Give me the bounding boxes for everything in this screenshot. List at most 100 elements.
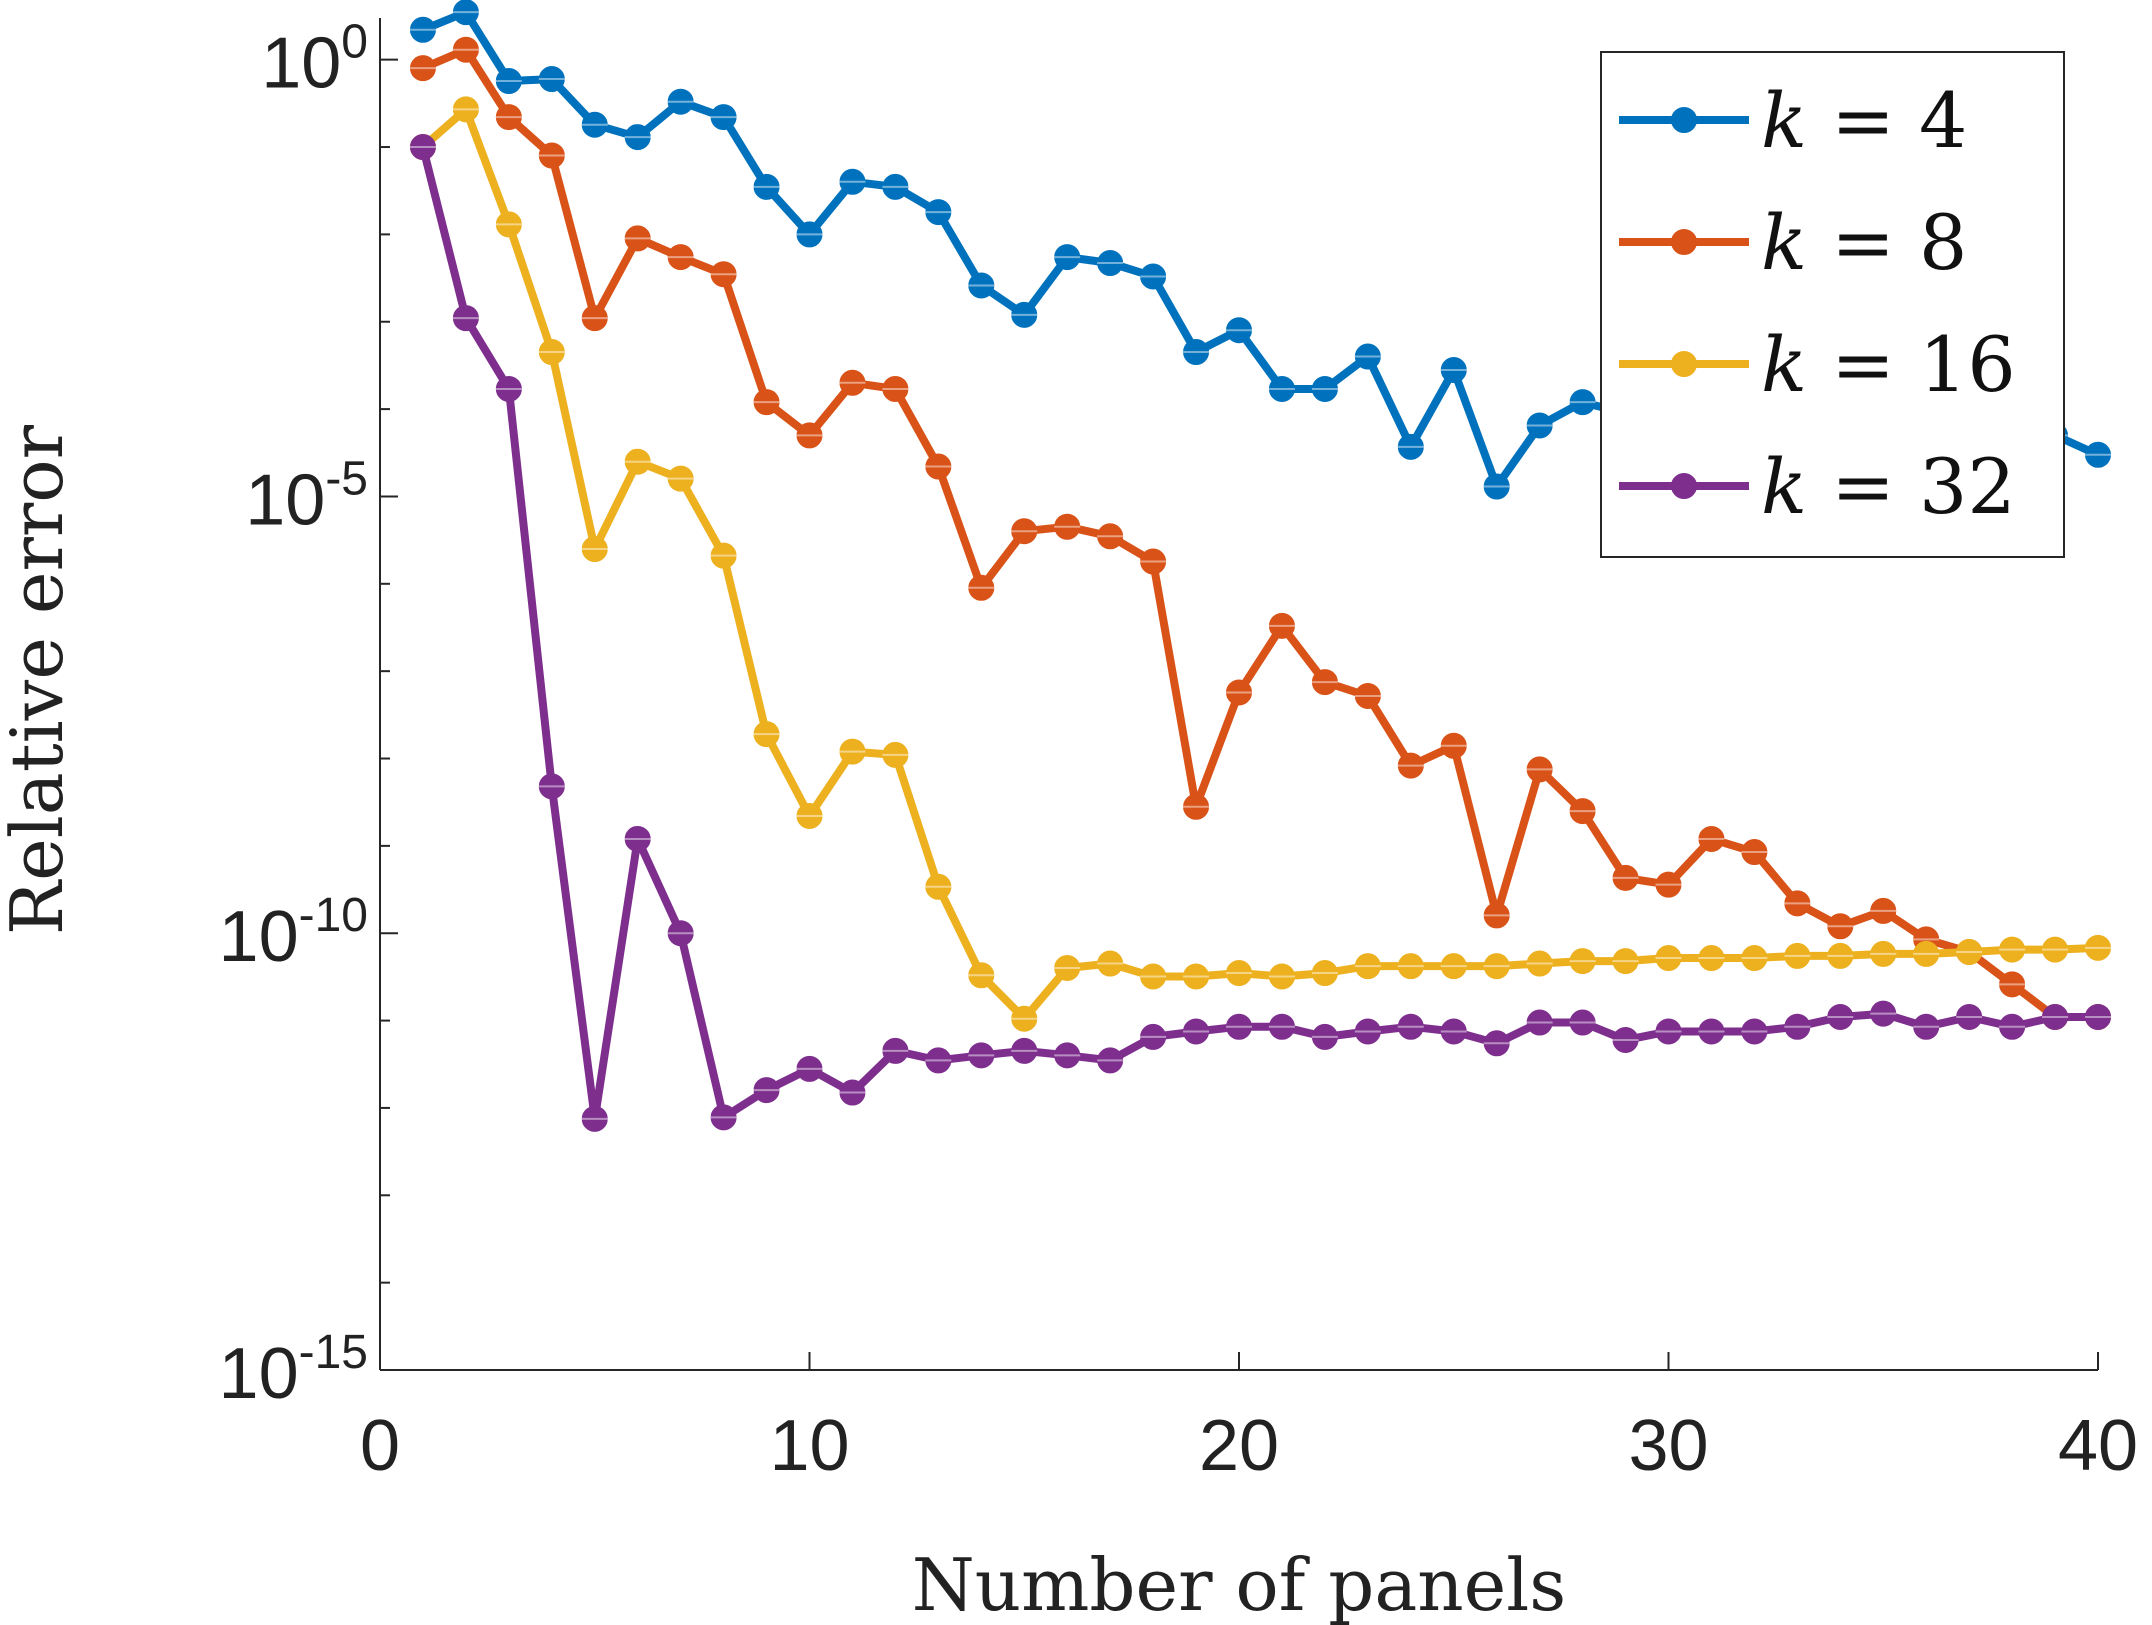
data-point <box>1870 897 1897 924</box>
data-point <box>710 261 737 288</box>
data-point <box>1913 940 1940 967</box>
data-point <box>624 124 651 151</box>
data-point <box>1569 798 1596 825</box>
series-k-16 <box>409 96 2111 1032</box>
axis-labels: Number of panels Relative error <box>0 424 1566 1625</box>
data-point <box>1140 263 1167 290</box>
data-point <box>452 305 479 332</box>
legend-entry: k = 32 <box>1619 442 2016 531</box>
data-point <box>1483 953 1510 980</box>
data-point <box>1913 1013 1940 1040</box>
data-point <box>1311 669 1338 696</box>
data-point <box>624 225 651 252</box>
data-point <box>667 244 694 271</box>
data-point <box>839 738 866 765</box>
legend-box <box>1600 51 2065 558</box>
legend-label: k = 16 <box>1761 320 2016 409</box>
data-point <box>882 741 909 768</box>
data-point <box>1097 950 1124 977</box>
data-point <box>1569 1009 1596 1036</box>
series-line <box>420 105 2099 1023</box>
legend-label: k = 4 <box>1761 76 1967 165</box>
data-point <box>452 0 479 26</box>
y-axis-label: Relative error <box>0 424 79 935</box>
data-point <box>1526 1009 1553 1036</box>
data-point <box>1397 752 1424 779</box>
data-point <box>753 721 780 748</box>
data-point <box>1054 244 1081 271</box>
data-point <box>1784 942 1811 969</box>
data-point <box>1183 1018 1210 1045</box>
data-point <box>1999 936 2026 963</box>
legend-label: k = 8 <box>1761 198 1967 287</box>
data-point <box>1655 871 1682 898</box>
data-point <box>710 1104 737 1131</box>
data-point <box>1784 1013 1811 1040</box>
data-point <box>1054 954 1081 981</box>
data-point <box>667 920 694 947</box>
data-point <box>1354 953 1381 980</box>
legend-entry: k = 16 <box>1619 320 2016 409</box>
data-point <box>1655 945 1682 972</box>
data-point <box>1698 1018 1725 1045</box>
data-point <box>1569 389 1596 416</box>
data-point <box>2042 936 2069 963</box>
data-point <box>753 1077 780 1104</box>
data-point <box>1183 339 1210 366</box>
legend-swatch-marker <box>1671 351 1697 377</box>
data-point <box>1870 1000 1897 1027</box>
data-point <box>1440 953 1467 980</box>
data-point <box>581 111 608 138</box>
data-point <box>1268 375 1295 402</box>
data-point <box>1226 960 1252 987</box>
legend-entry: k = 4 <box>1619 76 1967 165</box>
data-point <box>581 1105 608 1132</box>
data-point <box>1999 971 2026 998</box>
data-point <box>1397 1013 1424 1040</box>
data-point <box>925 1047 952 1074</box>
data-point <box>1956 938 1983 965</box>
data-point <box>1612 864 1639 891</box>
data-point <box>1011 1005 1038 1032</box>
x-axis-label: Number of panels <box>912 1543 1567 1625</box>
data-point <box>1311 1023 1338 1050</box>
data-point <box>882 375 909 402</box>
legend-label: k = 32 <box>1761 442 2016 531</box>
data-point <box>796 802 823 829</box>
data-point <box>1784 890 1811 917</box>
data-point <box>1054 513 1081 540</box>
data-point <box>581 305 608 332</box>
series-line <box>419 146 2098 1123</box>
data-point <box>925 873 952 900</box>
data-point <box>1569 948 1596 975</box>
data-point <box>882 1037 909 1064</box>
data-point <box>1140 548 1167 575</box>
data-point <box>1097 1047 1124 1074</box>
data-point <box>538 142 565 169</box>
data-point <box>710 542 737 569</box>
data-point <box>1698 945 1725 972</box>
data-point <box>1956 1003 1983 1030</box>
data-point <box>1397 953 1424 980</box>
data-point <box>839 369 866 396</box>
data-point <box>839 1079 866 1106</box>
data-point <box>1140 1023 1167 1050</box>
data-point <box>925 453 952 480</box>
data-point <box>1311 375 1338 402</box>
x-tick-label: 40 <box>2058 1406 2138 1486</box>
series-line <box>421 45 2098 1021</box>
data-point <box>968 272 995 299</box>
data-point <box>624 825 651 852</box>
data-point <box>1870 940 1897 967</box>
data-point <box>1268 612 1295 639</box>
data-point <box>1483 902 1510 929</box>
data-point <box>1183 793 1210 820</box>
data-point <box>2085 1003 2111 1030</box>
data-point <box>495 68 522 95</box>
data-point <box>409 16 436 43</box>
y-tick-label: 10-5 <box>245 452 368 540</box>
y-tick-label: 10-10 <box>219 889 368 977</box>
data-point <box>1612 1026 1639 1053</box>
legend-swatch-marker <box>1671 229 1697 255</box>
